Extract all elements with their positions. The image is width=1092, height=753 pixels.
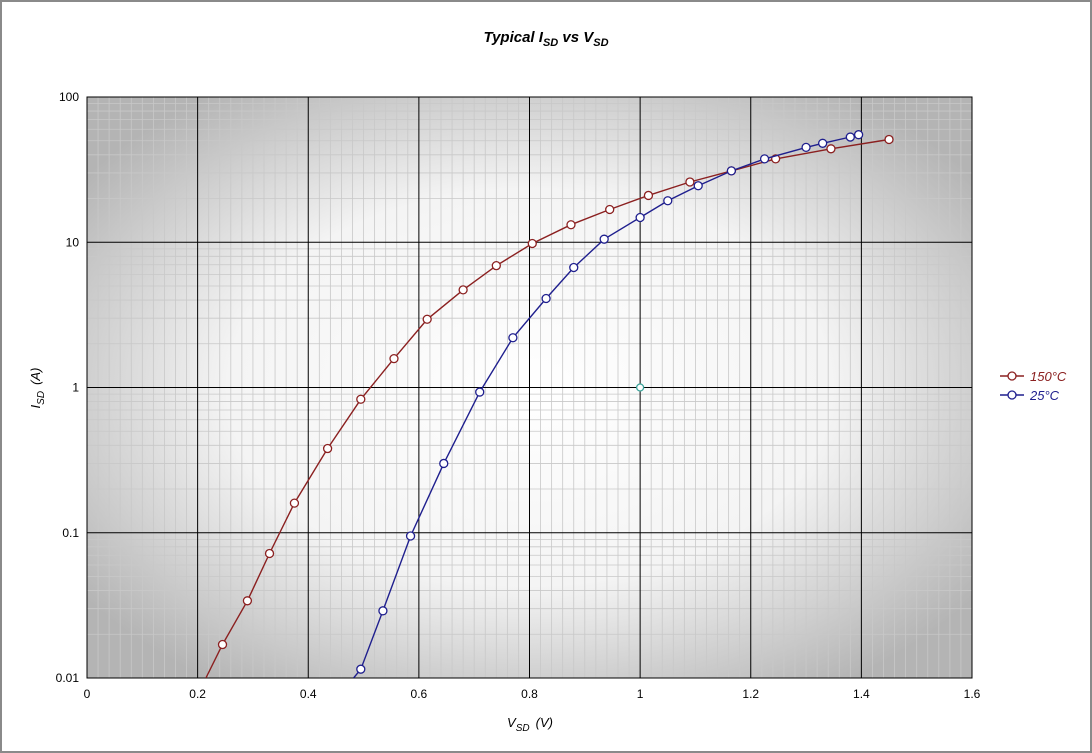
data-point-150c: [356, 394, 366, 404]
data-point-25c: [853, 130, 864, 140]
data-point-150c: [884, 134, 894, 145]
annotation-point: [635, 383, 645, 392]
data-point-25c: [569, 262, 579, 273]
y-axis-label: ISD(A): [28, 368, 47, 409]
data-point-25c: [541, 293, 551, 304]
y-tick-label: 0.1: [62, 526, 79, 540]
legend-marker-25c: [1007, 390, 1017, 400]
data-point-150c: [422, 314, 432, 324]
data-point-25c: [759, 154, 770, 164]
data-point-150c: [566, 220, 576, 230]
data-point-25c: [801, 142, 811, 153]
series-layer: [205, 130, 894, 678]
data-point-25c: [378, 606, 388, 616]
data-point-25c: [405, 531, 416, 541]
data-point-150c: [605, 204, 615, 215]
data-point-150c: [826, 144, 836, 154]
data-point-25c: [635, 212, 645, 223]
data-point-150c: [491, 261, 501, 271]
data-point-25c: [508, 333, 518, 343]
x-tick-label: 1.2: [742, 687, 759, 701]
x-axis-label: VSD (V): [507, 715, 553, 734]
data-point-25c: [475, 387, 485, 397]
legend-label-150c: 150°C: [1030, 369, 1067, 384]
data-point-150c: [643, 190, 654, 201]
data-point-25c: [599, 234, 609, 244]
series-line-150c: [205, 138, 890, 678]
y-tick-label: 10: [66, 235, 80, 249]
data-point-25c: [845, 132, 855, 142]
y-tick-label: 100: [59, 90, 79, 104]
data-point-150c: [527, 238, 537, 249]
x-tick-label: 1: [637, 687, 644, 701]
x-tick-label: 0: [84, 687, 91, 701]
x-tick-label: 1.6: [964, 687, 981, 701]
x-tick-label: 0.2: [189, 687, 206, 701]
data-point-25c: [726, 166, 737, 176]
x-tick-labels: 0 0.2 0.4 0.6 0.8 1 1.2 1.4 1.6: [84, 687, 981, 701]
y-tick-label: 0.01: [56, 671, 80, 685]
y-tick-label: 1: [72, 381, 79, 395]
data-point-150c: [289, 498, 300, 508]
data-point-150c: [322, 443, 333, 454]
data-point-150c: [242, 596, 253, 606]
x-tick-label: 0.8: [521, 687, 538, 701]
data-point-150c: [389, 353, 399, 364]
legend-label-25c: 25°C: [1029, 388, 1060, 403]
data-point-25c: [663, 196, 673, 206]
x-tick-label: 0.4: [300, 687, 317, 701]
data-point-25c: [693, 181, 703, 191]
plot-border: [86, 96, 973, 679]
chart-title: Typical ISD vs VSD: [483, 29, 608, 49]
data-point-150c: [458, 285, 468, 295]
data-point-150c: [217, 639, 228, 650]
data-point-25c: [356, 664, 366, 674]
annotations: [635, 383, 645, 392]
x-tick-label: 1.4: [853, 687, 870, 701]
y-tick-labels: 0.01 0.1 1 10 100: [56, 90, 80, 685]
x-tick-label: 0.6: [411, 687, 428, 701]
legend-marker-150c: [1007, 371, 1017, 381]
data-point-150c: [685, 177, 695, 187]
data-point-25c: [818, 138, 828, 148]
data-point-25c: [439, 458, 449, 469]
data-point-150c: [264, 548, 275, 559]
legend: 150°C 25°C: [1000, 369, 1067, 403]
